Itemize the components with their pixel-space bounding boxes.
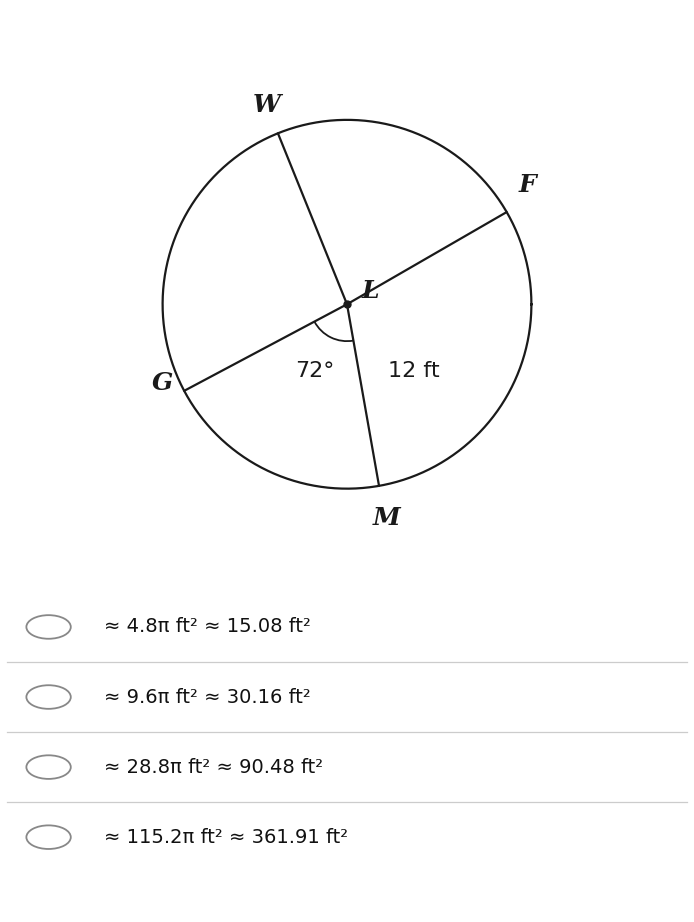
Text: ≈ 28.8π ft² ≈ 90.48 ft²: ≈ 28.8π ft² ≈ 90.48 ft²: [104, 758, 323, 776]
Text: W: W: [253, 93, 281, 117]
Text: M: M: [373, 506, 400, 530]
Text: L: L: [362, 279, 380, 303]
Text: ≈ 115.2π ft² ≈ 361.91 ft²: ≈ 115.2π ft² ≈ 361.91 ft²: [104, 828, 348, 846]
Text: 72°: 72°: [295, 361, 335, 381]
Text: G: G: [151, 372, 173, 396]
Text: ≈ 9.6π ft² ≈ 30.16 ft²: ≈ 9.6π ft² ≈ 30.16 ft²: [104, 688, 311, 706]
Text: 12 ft: 12 ft: [388, 361, 440, 382]
Text: ≈ 4.8π ft² ≈ 15.08 ft²: ≈ 4.8π ft² ≈ 15.08 ft²: [104, 618, 311, 636]
Text: F: F: [518, 173, 536, 197]
